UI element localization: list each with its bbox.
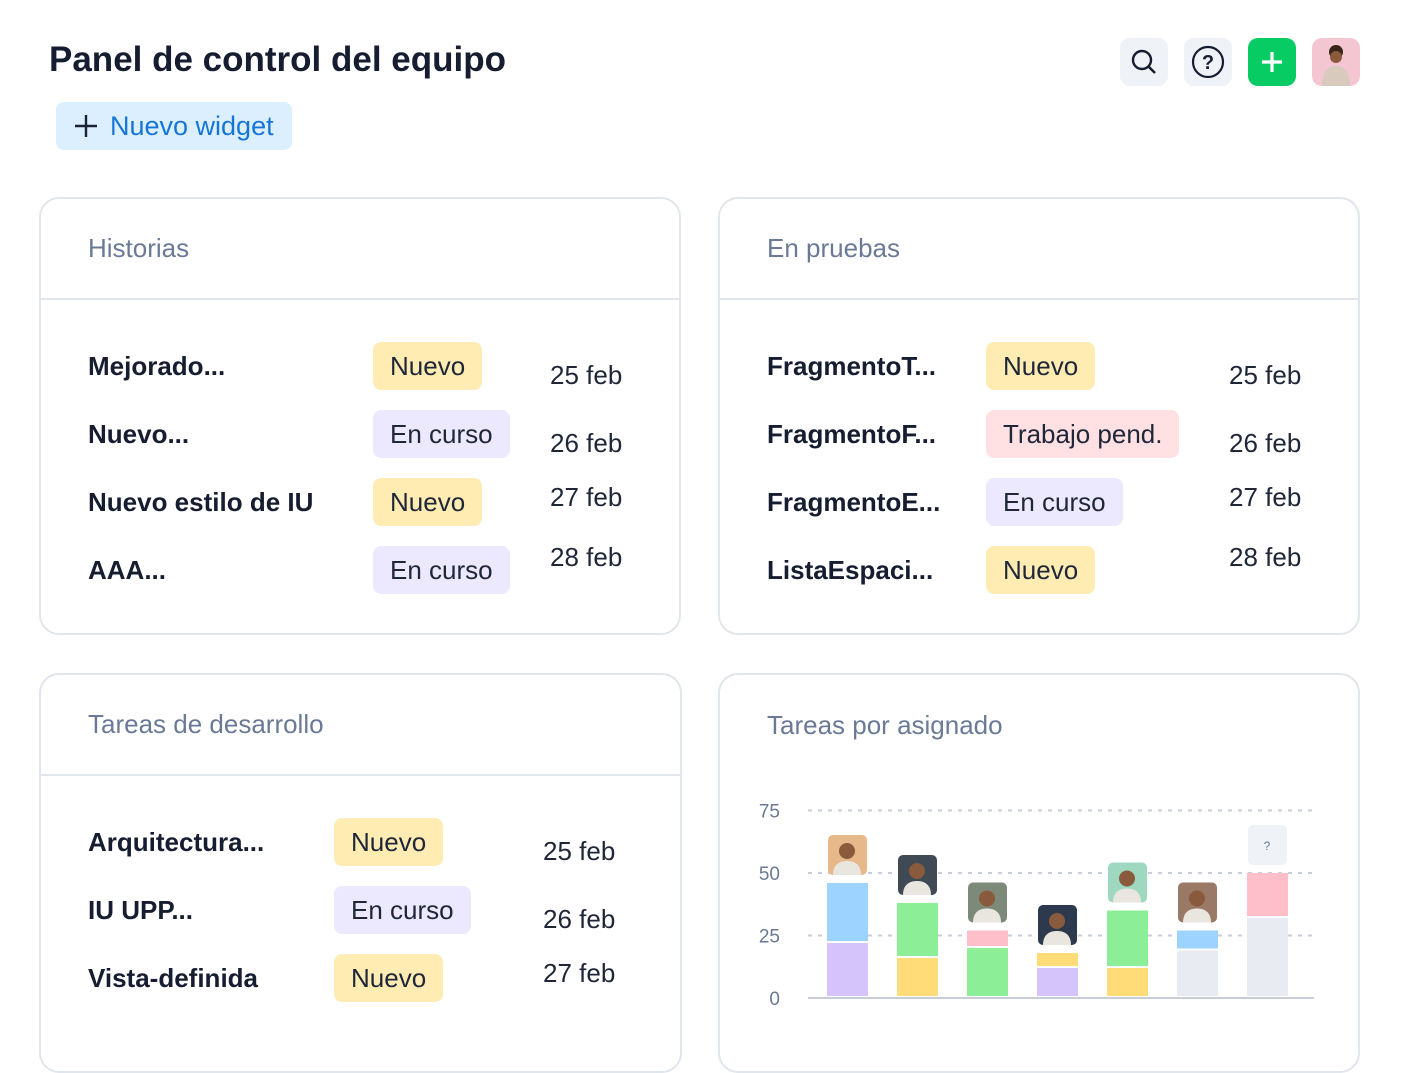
user-avatar[interactable] — [1312, 38, 1360, 86]
item-name: Nuevo... — [88, 418, 190, 449]
y-tick-label: 75 — [759, 802, 780, 823]
list-item[interactable]: Vista-definida Nuevo 27 feb — [41, 954, 680, 1002]
bar-segment — [1107, 968, 1148, 996]
item-date: 28 feb — [550, 542, 623, 572]
widget-card: En pruebas FragmentoT... Nuevo 25 feb Fragme… — [718, 197, 1360, 635]
y-tick-label: 50 — [759, 864, 780, 885]
search-icon — [1131, 49, 1156, 74]
item-date: 25 feb — [543, 836, 616, 866]
bar-segment — [897, 903, 938, 956]
bar-segment — [967, 930, 1008, 946]
list-item[interactable]: FragmentoF... Trabajo pend. 26 feb — [720, 410, 1358, 458]
avatar-face — [909, 863, 925, 879]
item-name: Vista-definida — [88, 962, 259, 993]
avatar-face — [1189, 890, 1205, 907]
item-name: FragmentoF... — [767, 418, 937, 449]
list-item[interactable]: AAA... En curso 28 feb — [41, 542, 679, 594]
bar-segment — [1037, 953, 1078, 966]
item-name: ListaEspaci... — [767, 554, 934, 585]
bar-segment — [827, 883, 868, 941]
item-date: 26 feb — [543, 904, 616, 934]
item-date: 27 feb — [543, 958, 616, 988]
card-title: Historias — [41, 199, 679, 300]
unassigned-avatar — [1248, 825, 1287, 865]
card-title: Tareas por asignado — [767, 710, 1003, 740]
item-date: 25 feb — [1229, 360, 1302, 390]
help-button[interactable]: ? — [1184, 38, 1232, 86]
add-button[interactable] — [1248, 38, 1296, 86]
svg-text:?: ? — [1202, 52, 1214, 74]
bar-segment — [1177, 930, 1218, 949]
card-title: En pruebas — [720, 199, 1358, 300]
bar-segment — [1177, 950, 1218, 996]
new-widget-label: Nuevo widget — [110, 110, 274, 141]
list-item[interactable]: FragmentoT... Nuevo 25 feb — [720, 342, 1358, 390]
avatar-face — [839, 843, 855, 859]
status-badge: Nuevo — [986, 546, 1096, 594]
avatar-body — [1113, 888, 1141, 903]
help-icon: ? — [1191, 45, 1225, 79]
y-tick-label: 0 — [769, 989, 780, 1010]
item-name: IU UPP... — [88, 894, 194, 925]
avatar-body — [1043, 931, 1071, 945]
list-item[interactable]: Arquitectura... Nuevo 25 feb — [41, 818, 680, 866]
list-item[interactable]: Mejorado... Nuevo 25 feb — [41, 342, 679, 390]
status-badge: Nuevo — [334, 954, 444, 1002]
avatar-face — [979, 890, 995, 907]
assignee-bar-chart: 0 25 50 75? — [759, 802, 1314, 1010]
avatar-face — [1119, 870, 1135, 887]
status-badge: Trabajo pend. — [986, 410, 1180, 458]
item-name: Arquitectura... — [88, 826, 265, 857]
item-name: Mejorado... — [88, 350, 226, 381]
y-tick-label: 25 — [759, 927, 780, 948]
status-badge: Nuevo — [334, 818, 444, 866]
list-item[interactable]: IU UPP... En curso 26 feb — [41, 886, 680, 934]
widget-card: Tareas por asignado 0 25 50 75? — [718, 673, 1360, 1073]
bar-segment — [897, 958, 938, 996]
item-date: 27 feb — [1229, 482, 1302, 512]
item-date: 26 feb — [1229, 428, 1302, 458]
status-badge: Nuevo — [373, 478, 483, 526]
avatar-body — [903, 881, 931, 895]
status-badge: En curso — [373, 410, 510, 458]
status-badge: En curso — [334, 886, 471, 934]
unknown-icon: ? — [1264, 839, 1271, 853]
bar-segment — [1247, 918, 1288, 996]
new-widget-button[interactable]: Nuevo widget — [56, 102, 292, 150]
card-title: Tareas de desarrollo — [41, 675, 680, 776]
plus-icon — [75, 115, 97, 137]
item-date: 25 feb — [550, 360, 623, 390]
item-name: Nuevo estilo de IU — [88, 486, 314, 517]
widget-card: Tareas de desarrollo Arquitectura... Nuevo… — [39, 673, 682, 1073]
item-name: FragmentoE... — [767, 486, 941, 517]
avatar-face — [1049, 913, 1065, 929]
bar-segment — [1107, 910, 1148, 966]
bar-segment — [1037, 968, 1078, 996]
search-button[interactable] — [1120, 38, 1168, 86]
list-item[interactable]: FragmentoE... En curso 27 feb — [720, 478, 1358, 526]
plus-icon — [1262, 52, 1282, 72]
bar-segment — [1247, 873, 1288, 916]
item-date: 26 feb — [550, 428, 623, 458]
list-item[interactable]: ListaEspaci... Nuevo 28 feb — [720, 542, 1358, 594]
item-date: 27 feb — [550, 482, 623, 512]
widget-card: Historias Mejorado... Nuevo 25 feb Nuevo... E… — [39, 197, 681, 635]
item-name: FragmentoT... — [767, 350, 937, 381]
list-item[interactable]: Nuevo... En curso 26 feb — [41, 410, 679, 458]
bar-segment — [967, 948, 1008, 996]
list-item[interactable]: Nuevo estilo de IU Nuevo 27 feb — [41, 478, 679, 526]
avatar-image — [1322, 45, 1350, 86]
bar-segment — [827, 943, 868, 996]
status-badge: Nuevo — [986, 342, 1096, 390]
item-date: 28 feb — [1229, 542, 1302, 572]
status-badge: En curso — [986, 478, 1123, 526]
status-badge: En curso — [373, 546, 510, 594]
avatar-body — [833, 861, 861, 875]
avatar-body — [973, 908, 1001, 923]
status-badge: Nuevo — [373, 342, 483, 390]
avatar-body — [1183, 908, 1211, 923]
page-title: Panel de control del equipo — [49, 40, 506, 79]
item-name: AAA... — [88, 554, 166, 585]
